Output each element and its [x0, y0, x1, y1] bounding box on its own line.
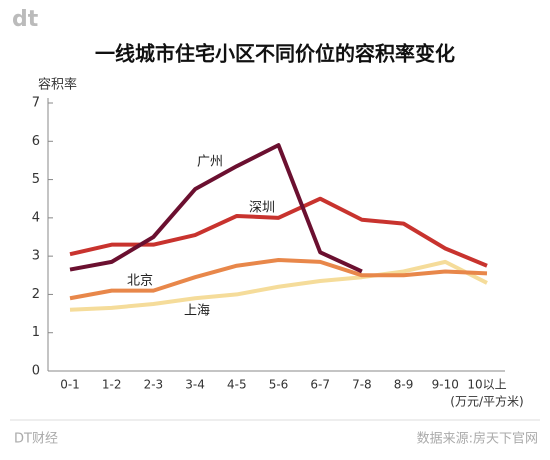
x-tick-label: 3-4 [185, 378, 205, 392]
x-tick-label: 0-1 [60, 378, 80, 392]
x-tick-label: 10以上 [467, 378, 506, 392]
x-tick-label: 7-8 [352, 378, 372, 392]
x-tick-label: 6-7 [310, 378, 330, 392]
y-axis-label: 容积率 [38, 77, 77, 93]
y-tick-label: 1 [32, 325, 40, 340]
series-label: 上海 [184, 304, 210, 319]
series-label: 深圳 [249, 201, 275, 216]
y-tick-label: 4 [32, 210, 40, 225]
x-tick-label: 4-5 [227, 378, 247, 392]
y-tick-label: 0 [32, 364, 40, 379]
series-line [69, 259, 488, 312]
series-line [69, 143, 363, 274]
y-tick-label: 7 [32, 96, 40, 111]
footer-brand: DT财经 [14, 432, 58, 447]
y-tick-label: 3 [32, 249, 40, 264]
chart-title: 一线城市住宅小区不同价位的容积率变化 [95, 42, 455, 66]
x-tick-label: 1-2 [102, 378, 122, 392]
y-tick-label: 2 [32, 287, 40, 302]
x-axis-label: (万元/平方米) [450, 394, 523, 409]
y-tick-label: 5 [32, 172, 40, 187]
footer-source: 数据来源:房天下官网 [417, 431, 538, 447]
series-label: 北京 [127, 274, 153, 289]
logo: dt [12, 7, 39, 32]
y-tick-label: 6 [32, 134, 40, 149]
x-tick-label: 8-9 [394, 378, 414, 392]
x-tick-label: 5-6 [269, 378, 289, 392]
series-label: 广州 [197, 155, 223, 170]
series-line [69, 257, 488, 301]
x-tick-label: 9-10 [432, 378, 459, 392]
x-tick-label: 2-3 [144, 378, 164, 392]
